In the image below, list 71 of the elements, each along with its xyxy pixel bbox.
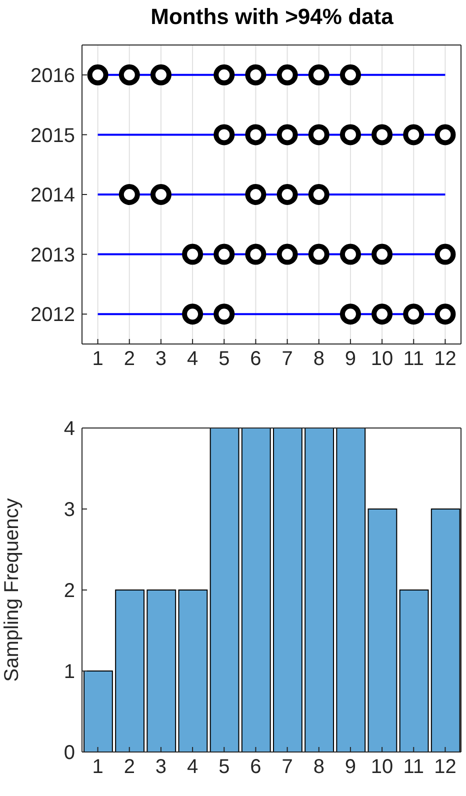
point	[214, 304, 235, 325]
point	[87, 64, 108, 86]
x-tick-label: 7	[282, 756, 293, 778]
point	[403, 304, 424, 325]
point	[434, 124, 456, 146]
point	[276, 184, 298, 205]
point	[182, 304, 204, 325]
point	[434, 244, 456, 265]
y-tick-label: 1	[64, 661, 75, 684]
x-tick-label: 5	[218, 756, 230, 778]
x-tick-label: 2	[124, 756, 135, 778]
y-tick-label: 4	[64, 418, 75, 440]
point	[245, 64, 266, 86]
y-tick-label: 2016	[30, 65, 75, 87]
y-tick-label: 2015	[30, 124, 75, 147]
point	[214, 64, 235, 86]
point	[340, 304, 361, 325]
point	[214, 124, 235, 146]
point	[403, 124, 424, 146]
x-tick-label: 9	[344, 348, 356, 370]
point	[276, 124, 298, 146]
x-tick-label: 2	[124, 348, 135, 370]
x-tick-label: 3	[155, 756, 167, 778]
x-tick-label: 4	[186, 756, 198, 778]
point	[245, 124, 266, 146]
x-tick-label: 5	[218, 348, 230, 370]
point	[308, 184, 330, 205]
point	[182, 244, 204, 265]
point	[276, 244, 298, 265]
point	[245, 244, 266, 265]
point	[340, 244, 361, 265]
y-tick-label: 3	[64, 499, 75, 522]
x-tick-label: 11	[403, 348, 424, 370]
x-tick-label: 9	[344, 756, 356, 778]
point	[308, 244, 330, 265]
point	[340, 64, 361, 86]
point	[118, 184, 140, 205]
x-tick-label: 10	[370, 756, 394, 778]
x-tick-label: 11	[403, 756, 424, 778]
point	[276, 64, 298, 86]
chart-title: Months with >94% data	[150, 4, 394, 30]
x-tick-label: 12	[434, 348, 456, 370]
y-tick-label: 0	[64, 742, 75, 764]
point	[214, 244, 235, 265]
point	[340, 124, 361, 146]
y-tick-label: 2013	[30, 244, 75, 266]
x-tick-label: 6	[250, 756, 262, 778]
y-axis-title: Sampling Frequency	[1, 498, 24, 682]
point	[150, 64, 172, 86]
x-tick-label: 1	[92, 348, 104, 370]
y-tick-label: 2	[64, 580, 75, 602]
point	[308, 64, 330, 86]
x-tick-label: 8	[313, 756, 324, 778]
x-tick-label: 7	[282, 348, 293, 370]
x-tick-label: 4	[186, 348, 198, 370]
point	[372, 124, 393, 146]
x-tick-label: 3	[155, 348, 167, 370]
y-tick-label: 2014	[30, 184, 75, 207]
point	[372, 304, 393, 325]
point	[308, 124, 330, 146]
y-tick-label: 2012	[30, 304, 75, 326]
x-tick-label: 8	[313, 348, 324, 370]
x-tick-label: 12	[434, 756, 456, 778]
x-tick-label: 10	[370, 348, 394, 370]
point	[372, 244, 393, 265]
x-tick-label: 1	[92, 756, 104, 778]
point	[118, 64, 140, 86]
point	[434, 304, 456, 325]
point	[150, 184, 172, 205]
point	[245, 184, 266, 205]
x-tick-label: 6	[250, 348, 262, 370]
